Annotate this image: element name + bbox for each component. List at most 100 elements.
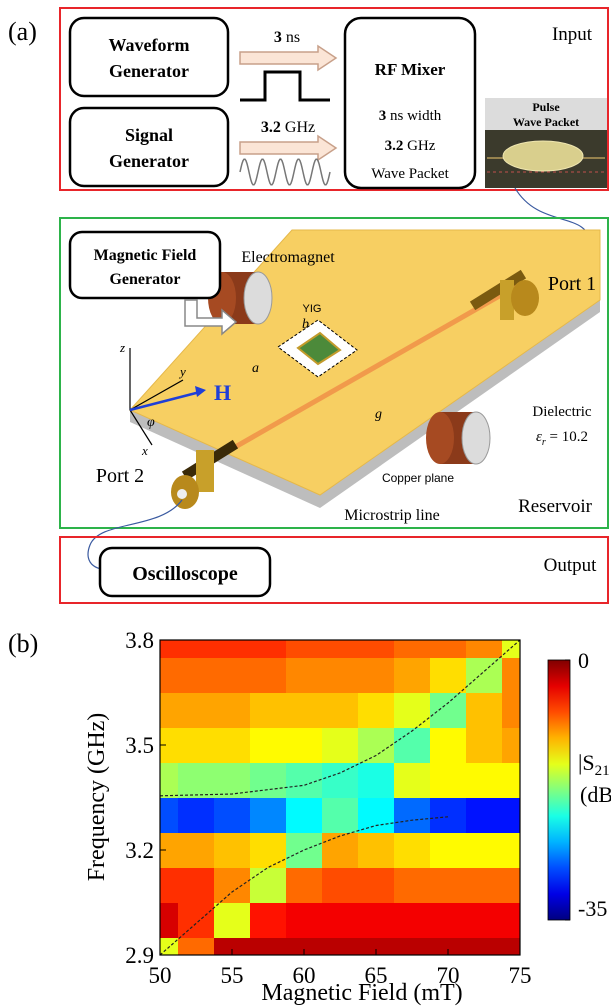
page: (a) (b) Input Waveform Generator Signal …: [0, 0, 611, 1006]
text-part: ns width: [386, 108, 442, 124]
electromagnet: [426, 412, 454, 464]
section-label: Output: [544, 555, 598, 576]
heatmap-cell: [394, 868, 431, 904]
heatmap-cell: [430, 903, 467, 939]
text-part: 3: [379, 108, 387, 124]
heatmap-cell: [250, 868, 287, 904]
text-part: GHz: [281, 119, 315, 136]
angle-label: φ: [147, 415, 155, 430]
heatmap-cell: [466, 833, 503, 869]
heatmap-cell: [286, 903, 323, 939]
dim-label: g: [375, 407, 382, 422]
heatmap-cell: [286, 693, 323, 729]
heatmap-cell: [250, 833, 287, 869]
heatmap-cell: [358, 693, 395, 729]
permittivity-label: εr = 10.2: [536, 429, 588, 448]
heatmap-cell: [214, 798, 251, 834]
heatmap-cell: [250, 693, 287, 729]
heatmap-cell: [286, 868, 323, 904]
heatmap-cell: [286, 833, 323, 869]
axis-label: y: [178, 364, 186, 379]
sine-wave: [240, 159, 330, 185]
heatmap-cell: [178, 903, 215, 939]
heatmap-cell: [286, 728, 323, 764]
microstrip-label: Microstrip line: [344, 507, 440, 524]
heatmap-cell: [178, 728, 215, 764]
heatmap-cell: [178, 798, 215, 834]
heatmap-cell: [466, 763, 503, 799]
heatmap-cell: [250, 798, 287, 834]
y-tick-label: 2.9: [125, 943, 154, 968]
port-connector: [177, 489, 187, 499]
heatmap-cell: [214, 868, 251, 904]
port-label: Port 2: [96, 465, 144, 487]
heatmap-cell: [322, 833, 359, 869]
heatmap-cell: [394, 693, 431, 729]
heatmap-cell: [430, 693, 467, 729]
electromagnet-label: Electromagnet: [241, 249, 335, 266]
section-label: Input: [552, 24, 593, 45]
field-generator-box: [70, 232, 220, 298]
text-part: GHz: [403, 138, 435, 154]
box-label: Signal: [125, 125, 173, 145]
heatmap-cell: [466, 728, 503, 764]
text-part: 3: [274, 29, 282, 46]
dim-label: a: [252, 361, 259, 376]
heatmap-cell: [466, 798, 503, 834]
heatmap-cell: [178, 693, 215, 729]
heatmap-cell: [322, 903, 359, 939]
box-label: Generator: [109, 61, 189, 81]
heatmap-cell: [214, 833, 251, 869]
heatmap-cell: [250, 903, 287, 939]
panel-label: (a): [8, 17, 37, 46]
heatmap-cell: [286, 798, 323, 834]
heatmap-cell: [430, 798, 467, 834]
heatmap-cell: [178, 833, 215, 869]
text-part: 3.2: [261, 119, 281, 136]
heatmap-cell: [430, 763, 467, 799]
text-part: ns: [282, 29, 300, 46]
heatmap-cell: [178, 763, 215, 799]
heatmap-cell: [394, 833, 431, 869]
colorbar-tick-label: 0: [578, 648, 589, 673]
heatmap-cell: [358, 833, 395, 869]
heatmap-cell: [322, 763, 359, 799]
pulse-shape: [240, 72, 330, 100]
field-label: H: [214, 380, 231, 405]
box-label: Waveform: [109, 35, 190, 55]
heatmap-cell: [178, 868, 215, 904]
pulse-width: 3 ns: [274, 29, 300, 46]
heatmap-cell: [358, 658, 395, 694]
heatmap-cell: [394, 728, 431, 764]
signal-box: [70, 108, 228, 186]
y-tick-label: 3.2: [125, 838, 154, 863]
heatmap-cell: [430, 728, 467, 764]
text-part: |S: [578, 750, 595, 775]
heatmap: [142, 623, 539, 974]
x-axis-label: Magnetic Field (mT): [261, 980, 462, 1006]
yig-label: YIG: [303, 303, 322, 315]
dim-label: b: [302, 317, 309, 332]
image-caption: Pulse: [532, 100, 560, 114]
arrow: [240, 136, 336, 160]
heatmap-cell: [394, 798, 431, 834]
heatmap-cell: [430, 868, 467, 904]
port-connector: [511, 280, 539, 316]
colorbar-tick-label: -35: [578, 896, 607, 921]
text-part: = 10.2: [546, 429, 588, 445]
axis-label: x: [141, 443, 148, 458]
heatmap-cell: [358, 728, 395, 764]
electromagnet: [462, 412, 490, 464]
heatmap-cell: [322, 728, 359, 764]
waveform-box: [70, 18, 228, 96]
heatmap-cell: [214, 728, 251, 764]
heatmap-cell: [466, 658, 503, 694]
copper-label: Copper plane: [382, 471, 454, 485]
heatmap-cell: [430, 833, 467, 869]
heatmap-cell: [466, 868, 503, 904]
heatmap-cell: [466, 903, 503, 939]
section-label: Reservoir: [518, 496, 593, 517]
image-caption: Wave Packet: [513, 115, 579, 129]
heatmap-cell: [250, 763, 287, 799]
heatmap-cell: [358, 798, 395, 834]
